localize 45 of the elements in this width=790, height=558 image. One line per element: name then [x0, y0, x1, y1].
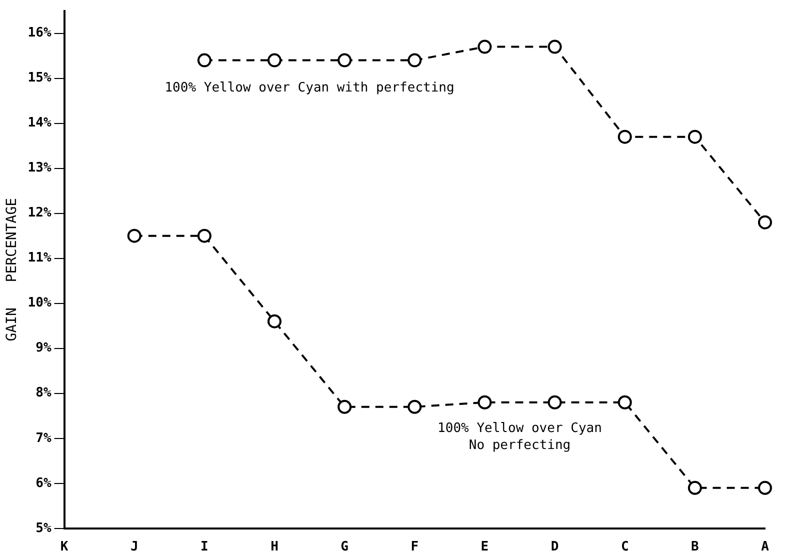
series-label: 100% Yellow over Cyan No perfecting: [438, 420, 602, 453]
x-tick-label: B: [691, 540, 700, 555]
x-tick-label: G: [340, 540, 349, 555]
x-tick-label: C: [620, 540, 629, 555]
y-tick-label: 13%: [28, 160, 52, 176]
y-tick-label: 5%: [36, 520, 52, 536]
point: [688, 480, 702, 495]
y-tick-label: 7%: [36, 430, 52, 446]
x-tick-label: I: [200, 540, 208, 555]
point: [267, 314, 282, 328]
point: [478, 395, 492, 410]
y-axis-title: GAIN PERCENTAGE: [4, 198, 20, 342]
x-tick-label: J: [130, 540, 138, 555]
y-tick-label: 8%: [36, 386, 52, 401]
point: [338, 400, 352, 414]
text: 100% Yellow over Cyan with perfecting: [164, 80, 454, 96]
y-tick-label: 14%: [28, 116, 52, 131]
point: [197, 53, 212, 68]
x-tick-label: K: [60, 540, 68, 555]
point: [688, 130, 702, 144]
point: [267, 53, 282, 68]
x-tick-label: D: [550, 540, 559, 555]
point: [338, 53, 352, 68]
point: [548, 40, 562, 54]
y-tick-label: 9%: [36, 340, 52, 356]
y-tick-label: 11%: [28, 250, 52, 266]
point: [197, 228, 212, 243]
x-tick-label: F: [410, 540, 419, 555]
y-tick-label: 12%: [28, 206, 52, 221]
y-tick-label: 6%: [36, 476, 52, 491]
point: [618, 130, 632, 144]
point: [478, 40, 492, 54]
point: [758, 480, 772, 495]
y-tick-label: 16%: [28, 26, 52, 41]
y-tick-label: 10%: [28, 296, 52, 311]
point: [408, 400, 422, 414]
y-tick-label: 15%: [28, 70, 52, 86]
x-tick-label: A: [761, 540, 770, 555]
point: [408, 53, 422, 68]
point: [618, 395, 632, 410]
point: [758, 215, 772, 230]
point: [548, 395, 562, 410]
x-tick-label: E: [480, 540, 489, 555]
x-tick-label: H: [270, 540, 278, 555]
point: [127, 228, 142, 243]
